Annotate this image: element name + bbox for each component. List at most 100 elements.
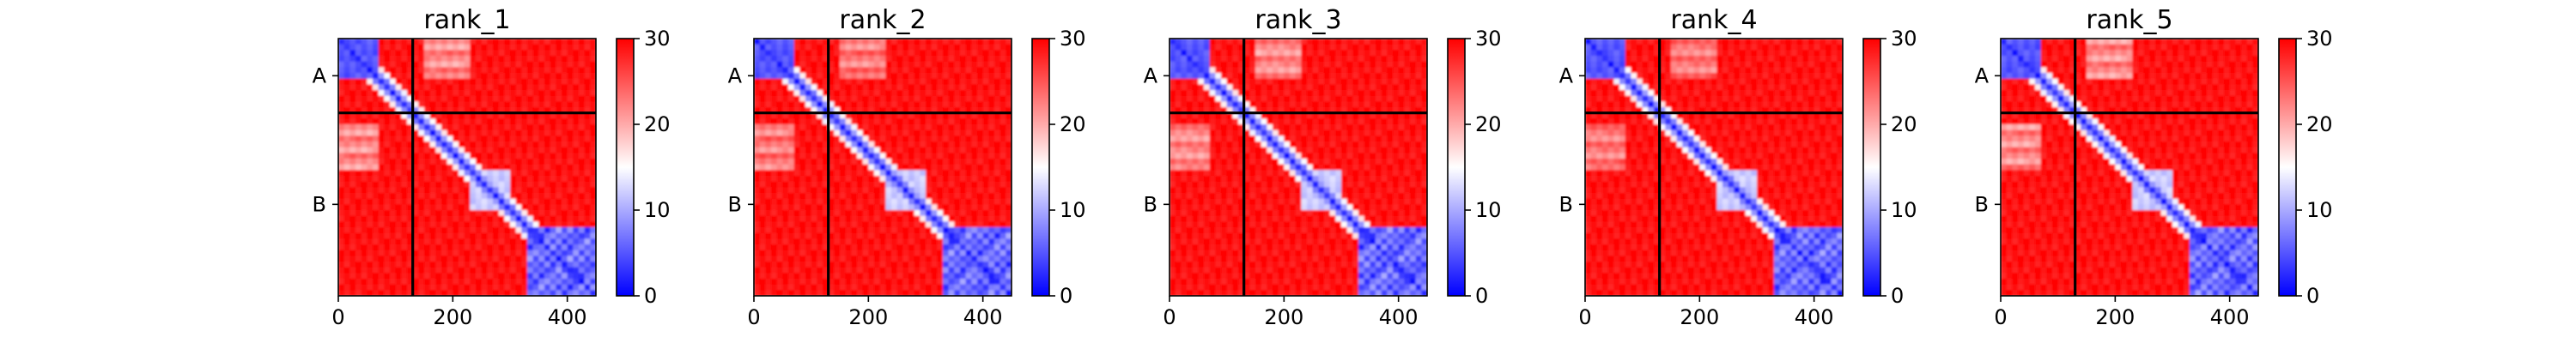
heatmap-cell <box>926 262 933 268</box>
heatmap-cell <box>954 181 961 188</box>
heatmap-cell <box>573 124 580 131</box>
heatmap-cell <box>567 124 574 131</box>
heatmap-cell <box>1192 118 1199 125</box>
heatmap-cell <box>948 153 955 159</box>
heatmap-cell <box>926 244 933 251</box>
heatmap-cell <box>1215 78 1222 85</box>
heatmap-cell <box>510 124 517 131</box>
heatmap-cell <box>418 44 425 51</box>
heatmap-cell <box>793 273 800 280</box>
heatmap-cell <box>590 84 596 91</box>
heatmap-cell <box>1249 50 1256 57</box>
heatmap-cell <box>459 232 465 239</box>
heatmap-cell <box>493 107 500 114</box>
heatmap-cell <box>776 39 783 45</box>
heatmap-cell <box>851 176 858 183</box>
heatmap-cell <box>550 61 556 68</box>
heatmap-cell <box>926 141 933 148</box>
heatmap-cell <box>982 101 989 108</box>
heatmap-cell <box>776 193 783 200</box>
heatmap-cell <box>926 215 933 222</box>
heatmap-cell <box>891 73 898 80</box>
heatmap-cell <box>1335 90 1342 97</box>
heatmap-cell <box>481 56 488 63</box>
heatmap-cell <box>805 187 812 194</box>
heatmap-cell <box>435 284 442 291</box>
heatmap-cell <box>355 193 362 200</box>
heatmap-cell <box>493 112 500 119</box>
heatmap-cell <box>532 170 539 177</box>
heatmap-cell <box>441 61 448 68</box>
heatmap-cell <box>390 164 397 171</box>
heatmap-cell <box>1341 135 1348 142</box>
heatmap-cell <box>1393 84 1400 91</box>
heatmap-cell <box>908 204 915 211</box>
heatmap-cell <box>793 244 800 251</box>
heatmap-cell <box>429 290 436 296</box>
heatmap-cell <box>343 256 350 262</box>
heatmap-cell <box>1226 141 1233 148</box>
heatmap-cell <box>447 187 453 194</box>
heatmap-cell <box>476 164 483 171</box>
heatmap-cell <box>1301 95 1308 102</box>
heatmap-cell <box>937 284 944 291</box>
heatmap-cell <box>1204 135 1211 142</box>
heatmap-cell <box>429 215 436 222</box>
heatmap-cell <box>868 124 875 131</box>
heatmap-cell <box>1181 147 1188 153</box>
heatmap-cell <box>765 284 772 291</box>
heatmap-cell <box>395 90 402 97</box>
heatmap-cell <box>384 290 391 296</box>
heatmap-cell <box>1324 67 1331 74</box>
heatmap-cell <box>914 95 920 102</box>
heatmap-cell <box>948 267 955 274</box>
heatmap-cell <box>459 118 465 125</box>
heatmap-cell <box>868 279 875 286</box>
heatmap-cell <box>920 176 927 183</box>
heatmap-cell <box>840 67 847 74</box>
heatmap-cell <box>418 73 425 80</box>
heatmap-cell <box>567 90 574 97</box>
heatmap-cell <box>1318 84 1325 91</box>
heatmap-cell <box>1005 250 1012 256</box>
heatmap-cell <box>527 193 534 200</box>
heatmap-cell <box>418 267 425 274</box>
heatmap-cell <box>1312 56 1319 63</box>
heatmap-cell <box>960 50 967 57</box>
heatmap-cell <box>954 227 961 234</box>
heatmap-cell <box>788 279 795 286</box>
heatmap-cell <box>982 39 989 45</box>
heatmap-cell <box>373 290 380 296</box>
heatmap-cell <box>926 73 933 80</box>
heatmap-cell <box>584 290 591 296</box>
heatmap-cell <box>481 135 488 142</box>
heatmap-cell <box>799 61 806 68</box>
heatmap-cell <box>487 262 494 268</box>
heatmap-cell <box>1376 84 1382 91</box>
heatmap-cell <box>338 159 345 165</box>
heatmap-cell <box>788 221 795 228</box>
heatmap-cell <box>793 215 800 222</box>
heatmap-cell <box>920 78 927 85</box>
heatmap-cell <box>1232 90 1239 97</box>
heatmap-cell <box>782 244 789 251</box>
heatmap-cell <box>441 250 448 256</box>
heatmap-cell <box>441 187 448 194</box>
heatmap-cell <box>493 267 500 274</box>
heatmap-cell <box>378 221 385 228</box>
heatmap-cell <box>487 198 494 205</box>
heatmap-cell <box>349 290 356 296</box>
heatmap-cell <box>487 78 494 85</box>
heatmap-cell <box>805 193 812 200</box>
heatmap-cell <box>510 39 517 45</box>
heatmap-cell <box>828 176 835 183</box>
heatmap-cell <box>1170 112 1176 119</box>
heatmap-cell <box>435 107 442 114</box>
heatmap-cell <box>1312 67 1319 74</box>
heatmap-cell <box>538 107 545 114</box>
heatmap-cell <box>1352 141 1359 148</box>
heatmap-cell <box>527 210 534 217</box>
heatmap-cell <box>412 39 419 45</box>
heatmap-cell <box>1181 118 1188 125</box>
heatmap-cell <box>367 61 374 68</box>
